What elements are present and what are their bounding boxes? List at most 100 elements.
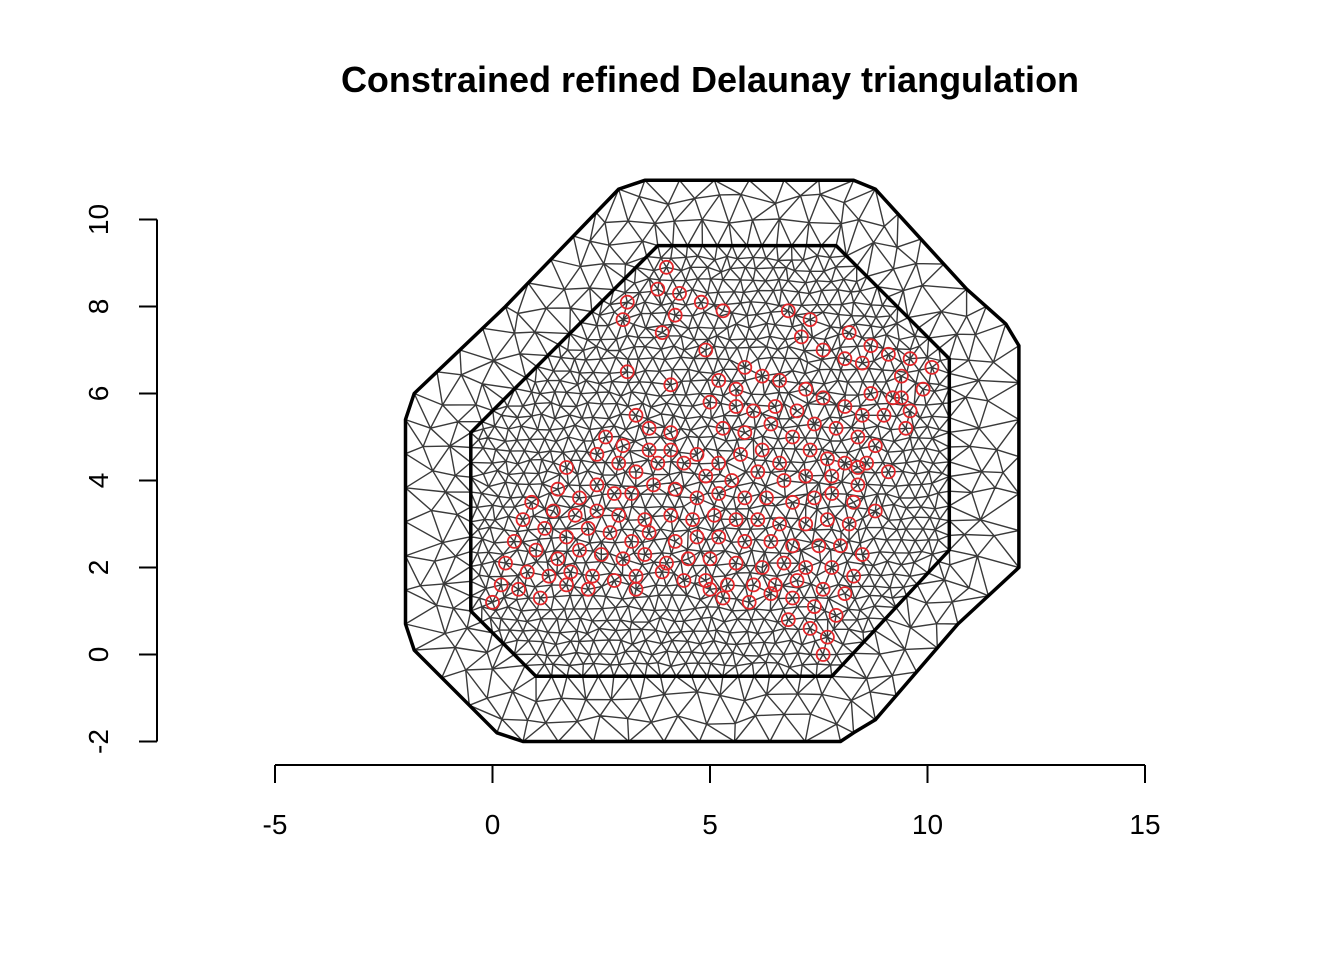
data-point bbox=[615, 551, 631, 567]
data-point bbox=[850, 429, 866, 445]
data-point bbox=[593, 547, 609, 562]
triangulation-mesh bbox=[404, 179, 1020, 743]
data-point bbox=[854, 355, 870, 371]
data-point bbox=[859, 455, 874, 471]
mesh-triangles bbox=[404, 179, 1020, 743]
data-point bbox=[580, 521, 596, 536]
data-point bbox=[841, 516, 857, 532]
data-point bbox=[846, 494, 861, 510]
data-point bbox=[685, 512, 700, 527]
data-point bbox=[885, 390, 901, 406]
data-point bbox=[833, 538, 848, 554]
data-point bbox=[820, 629, 835, 645]
data-point bbox=[820, 451, 835, 467]
data-point bbox=[559, 460, 574, 475]
data-point bbox=[850, 477, 866, 493]
data-point bbox=[706, 507, 722, 523]
data-point bbox=[881, 346, 896, 362]
data-point bbox=[550, 481, 566, 497]
boundary-polygons bbox=[403, 178, 1021, 744]
data-point bbox=[589, 446, 605, 462]
data-point bbox=[637, 547, 653, 562]
data-point bbox=[602, 525, 618, 541]
data-point bbox=[815, 342, 831, 358]
data-point bbox=[663, 507, 679, 523]
data-point bbox=[606, 573, 622, 588]
data-point bbox=[798, 468, 814, 484]
data-point bbox=[894, 390, 909, 406]
data-point bbox=[567, 507, 583, 523]
x-tick-label: 10 bbox=[912, 809, 943, 840]
data-point bbox=[689, 490, 705, 506]
data-point bbox=[537, 521, 553, 536]
data-point bbox=[754, 560, 770, 575]
data-point bbox=[737, 490, 753, 506]
data-point bbox=[689, 529, 705, 545]
data-point bbox=[780, 612, 796, 628]
data-point bbox=[615, 438, 631, 454]
data-point bbox=[711, 372, 727, 388]
data-point bbox=[641, 420, 657, 436]
data-point bbox=[785, 494, 800, 510]
data-point bbox=[828, 608, 844, 623]
data-point bbox=[902, 351, 918, 367]
data-point bbox=[619, 364, 635, 380]
data-point bbox=[837, 351, 853, 367]
data-point bbox=[807, 599, 822, 614]
data-point bbox=[837, 455, 853, 471]
y-tick-label: 8 bbox=[83, 299, 114, 315]
data-point bbox=[837, 586, 853, 601]
y-tick-label: 4 bbox=[83, 473, 114, 489]
data-point bbox=[798, 516, 814, 532]
data-point bbox=[598, 429, 613, 445]
y-tick-label: 0 bbox=[83, 647, 114, 663]
data-point bbox=[615, 312, 631, 328]
data-point bbox=[741, 594, 757, 610]
inner-boundary bbox=[469, 243, 952, 679]
data-point bbox=[580, 581, 596, 597]
data-point bbox=[546, 503, 561, 519]
data-point bbox=[811, 538, 827, 554]
data-point bbox=[715, 590, 731, 606]
data-point bbox=[785, 429, 800, 445]
data-point bbox=[789, 573, 805, 588]
data-point bbox=[559, 529, 574, 545]
data-point bbox=[785, 538, 800, 554]
data-point bbox=[724, 473, 740, 488]
data-point bbox=[715, 303, 731, 319]
data-point bbox=[524, 494, 540, 510]
data-point bbox=[763, 534, 779, 549]
data-point bbox=[619, 294, 635, 310]
data-point bbox=[737, 359, 753, 375]
data-point bbox=[689, 446, 705, 462]
data-point bbox=[828, 420, 844, 436]
data-point bbox=[789, 403, 805, 419]
data-point bbox=[654, 564, 670, 580]
data-point bbox=[767, 577, 783, 593]
data-point bbox=[585, 568, 600, 584]
data-point bbox=[641, 525, 657, 541]
data-point bbox=[667, 481, 683, 497]
data-point bbox=[519, 564, 535, 580]
data-point bbox=[532, 590, 548, 606]
data-point bbox=[698, 468, 714, 484]
data-point bbox=[846, 568, 861, 584]
outer-boundary bbox=[403, 178, 1021, 744]
data-point bbox=[659, 259, 674, 275]
data-point bbox=[807, 490, 822, 506]
data-point bbox=[863, 338, 879, 354]
data-point bbox=[794, 329, 809, 345]
data-point bbox=[867, 503, 883, 519]
data-point bbox=[776, 555, 792, 571]
y-axis: -2 0 2 4 6 8 10 bbox=[83, 204, 158, 754]
data-point bbox=[498, 555, 513, 571]
data-point bbox=[676, 455, 692, 471]
data-point bbox=[550, 551, 566, 567]
data-point bbox=[915, 381, 931, 397]
data-point bbox=[841, 325, 857, 341]
data-point bbox=[711, 529, 727, 545]
chart-title: Constrained refined Delaunay triangulati… bbox=[341, 59, 1079, 100]
data-point bbox=[824, 486, 840, 501]
data-point bbox=[759, 490, 774, 506]
